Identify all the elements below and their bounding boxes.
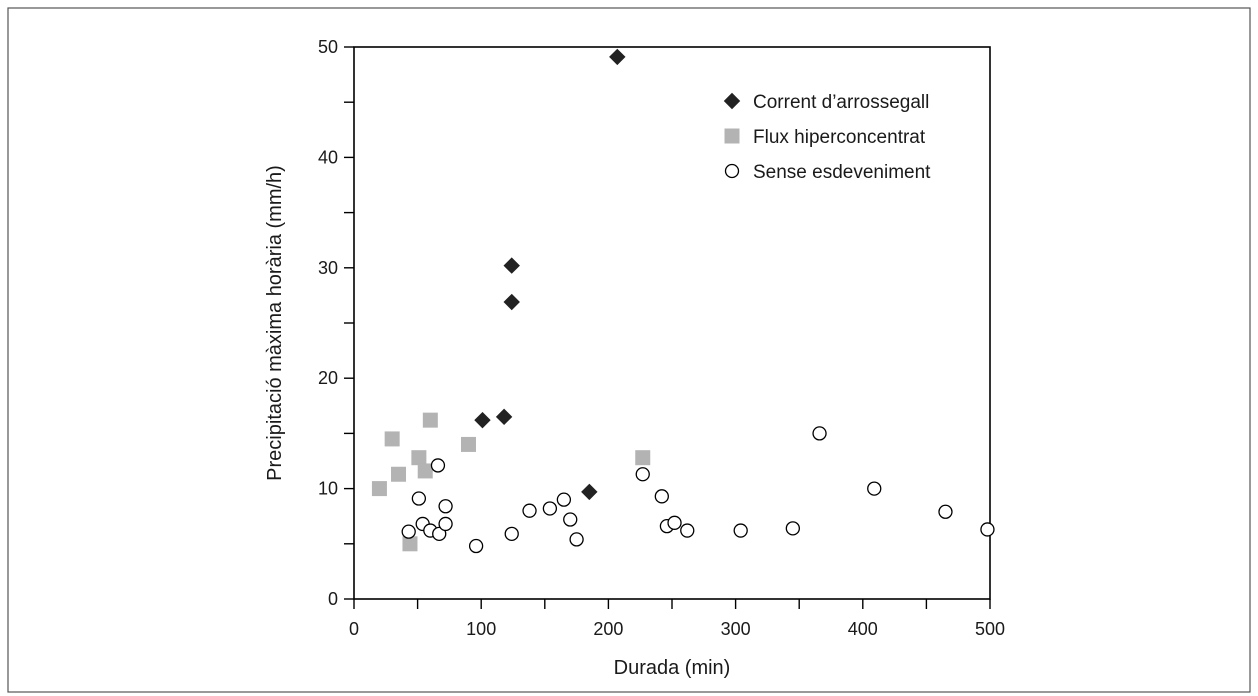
hyperconcentrated-flow-point [411,450,427,466]
y-tick-label: 10 [318,479,338,499]
no-event-point [980,522,995,537]
no-event-point [430,458,446,473]
debris-flow-point [503,293,520,311]
no-event-point [401,524,416,539]
hyperconcentrated-flow-point-legend [724,128,740,144]
y-axis-title: Precipitació màxima horària (mm/h) [264,165,286,481]
legend-label: Sense esdeveniment [753,162,931,183]
x-tick-label: 400 [848,619,878,639]
no-event-point [432,526,447,542]
no-event-point [522,503,537,518]
hyperconcentrated-flow-point [402,536,418,552]
no-event-point [542,501,558,516]
x-axis-title: Durada (min) [614,657,731,679]
no-event-point [733,523,748,538]
hyperconcentrated-flow-point [384,431,400,447]
no-event-point [556,492,572,507]
no-event-point [411,491,427,506]
no-event-point [785,521,800,536]
y-tick-label: 0 [328,589,338,609]
legend-label: Corrent d’arrossegall [753,92,929,113]
legend-label: Flux hiperconcentrat [753,127,926,148]
no-event-point [867,481,882,496]
y-tick-label: 50 [318,37,338,57]
no-event-point [438,499,453,514]
y-tick-label: 20 [318,368,338,388]
no-event-point [563,512,578,527]
x-tick-label: 300 [721,619,751,639]
no-event-point-legend [724,163,740,179]
x-tick-label: 500 [975,619,1005,639]
hyperconcentrated-flow-point [635,450,651,466]
no-event-point [438,516,453,532]
hyperconcentrated-flow-point [371,481,387,497]
no-event-point [504,526,519,542]
figure-frame [7,7,1251,693]
no-event-point [569,532,584,547]
no-event-point [654,489,669,504]
no-event-point [680,523,695,538]
debris-flow-point [474,411,491,429]
data-points [371,48,995,554]
debris-flow-point [581,483,598,501]
hyperconcentrated-flow-point [460,436,476,452]
hyperconcentrated-flow-point [422,412,438,428]
debris-flow-point [495,408,513,426]
x-tick-label: 200 [593,619,623,639]
debris-flow-point-legend [723,92,741,110]
y-tick-label: 30 [318,258,338,278]
no-event-point [812,426,827,441]
legend: Corrent d’arrossegall Flux hiperconcentra… [723,92,931,183]
no-event-point [938,504,953,519]
no-event-point [468,538,484,554]
no-event-point [667,515,682,530]
debris-flow-point [503,257,520,274]
y-tick-label: 40 [318,147,338,167]
x-tick-label: 100 [466,619,496,639]
no-event-point [635,467,650,482]
hyperconcentrated-flow-point [391,466,407,482]
debris-flow-point [609,48,626,66]
hyperconcentrated-flow-point [417,463,433,479]
x-tick-label: 0 [349,619,359,639]
